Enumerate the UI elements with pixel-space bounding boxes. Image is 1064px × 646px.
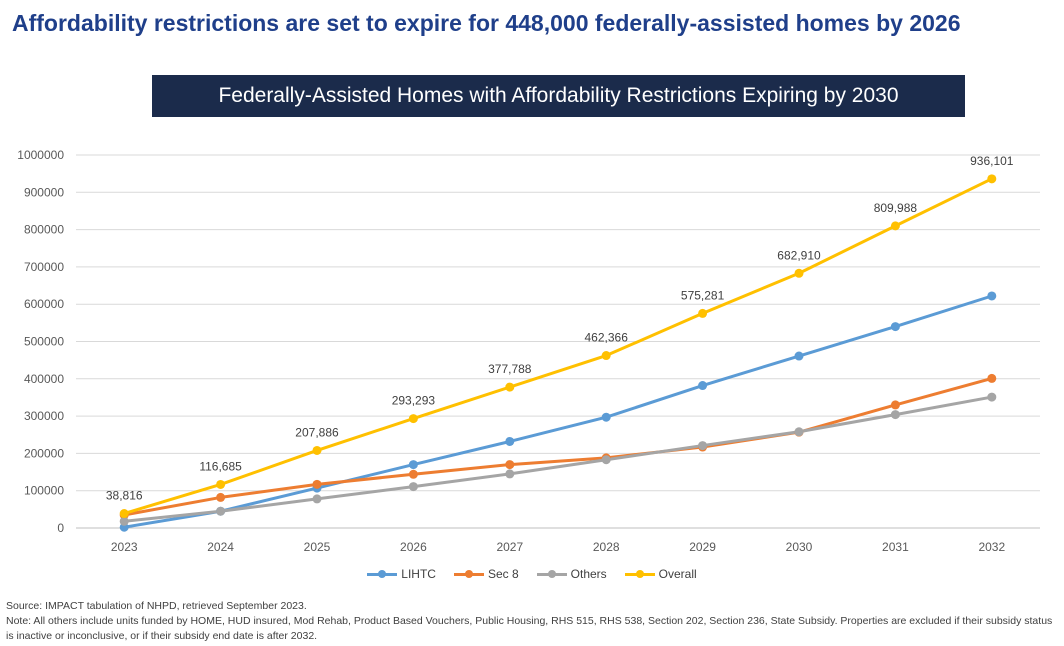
y-tick-label: 800000	[24, 223, 64, 237]
data-label: 377,788	[488, 362, 532, 376]
chart-title: Federally-Assisted Homes with Affordabil…	[218, 84, 899, 107]
legend-swatch	[453, 568, 484, 580]
x-tick-label: 2030	[786, 540, 813, 554]
legend-item: Others	[536, 567, 607, 581]
legend-label: Sec 8	[487, 567, 519, 581]
data-label: 575,281	[681, 288, 725, 302]
data-point-others	[119, 516, 129, 526]
data-point-overall	[987, 174, 997, 184]
data-point-sec-8	[890, 400, 900, 410]
x-tick-label: 2027	[496, 540, 523, 554]
data-point-overall	[408, 414, 418, 424]
x-tick-label: 2031	[882, 540, 909, 554]
data-point-others	[216, 506, 226, 516]
x-tick-label: 2025	[304, 540, 331, 554]
data-point-sec-8	[216, 492, 226, 502]
data-label: 293,293	[392, 394, 436, 408]
data-point-overall	[119, 509, 129, 519]
data-point-others	[794, 427, 804, 437]
data-point-others	[601, 455, 611, 465]
x-tick-label: 2024	[207, 540, 234, 554]
legend-item: Overall	[624, 567, 697, 581]
legend-swatch-dot	[378, 570, 387, 578]
legend-label: LIHTC	[401, 567, 436, 581]
line-chart: 0 100000 200000 300000 400000 500000 600000 700…	[17, 148, 1040, 554]
method-note: Note: All others include units funded by…	[6, 615, 1053, 642]
legend-swatch-dot	[464, 570, 473, 578]
data-point-sec-8	[408, 469, 418, 479]
y-tick-label: 1000000	[17, 148, 64, 162]
series-line-sec-8	[122, 376, 994, 517]
y-tick-label: 700000	[24, 260, 64, 274]
data-point-lihtc	[794, 351, 804, 361]
data-label: 682,910	[777, 248, 821, 262]
y-tick-label: 100000	[24, 484, 64, 498]
data-point-overall	[890, 221, 900, 231]
data-label: 116,685	[199, 459, 242, 473]
data-label: 207,886	[295, 425, 339, 439]
y-tick-label: 400000	[24, 372, 64, 386]
data-point-others	[987, 392, 997, 402]
data-point-lihtc	[505, 436, 515, 446]
x-tick-label: 2032	[978, 540, 1005, 554]
data-point-others	[312, 494, 322, 504]
series-line-lihtc	[122, 294, 994, 529]
data-point-others	[408, 482, 418, 492]
data-point-overall	[216, 479, 226, 489]
data-point-others	[505, 469, 515, 479]
footnotes: Source: IMPACT tabulation of NHPD, retri…	[6, 599, 1056, 644]
legend-swatch-dot	[635, 570, 644, 578]
data-point-lihtc	[987, 291, 997, 301]
legend-swatch	[536, 568, 567, 580]
data-label: 936,101	[970, 154, 1014, 168]
x-tick-label: 2029	[689, 540, 716, 554]
data-point-sec-8	[312, 479, 322, 489]
y-tick-label: 600000	[24, 297, 64, 311]
legend-swatch-dot	[547, 570, 556, 578]
series-line-others	[122, 395, 994, 523]
x-tick-label: 2028	[593, 540, 620, 554]
legend-swatch	[367, 568, 398, 580]
data-point-others	[698, 441, 708, 451]
y-tick-label: 200000	[24, 446, 64, 460]
data-point-lihtc	[698, 381, 708, 391]
legend-swatch	[624, 568, 655, 580]
chart-title-banner: Federally-Assisted Homes with Affordabil…	[152, 75, 965, 117]
data-label: 809,988	[874, 201, 918, 215]
data-point-overall	[698, 308, 708, 318]
data-label: 462,366	[585, 331, 629, 345]
data-point-overall	[312, 445, 322, 455]
data-point-overall	[794, 268, 804, 278]
legend-label: Overall	[658, 567, 697, 581]
y-tick-label: 500000	[24, 335, 64, 349]
data-point-sec-8	[505, 460, 515, 470]
x-tick-label: 2023	[111, 540, 138, 554]
source-note: Source: IMPACT tabulation of NHPD, retri…	[6, 600, 307, 612]
data-point-others	[890, 410, 900, 420]
data-point-lihtc	[890, 322, 900, 332]
legend-item: LIHTC	[367, 567, 436, 581]
y-tick-label: 300000	[24, 409, 64, 423]
data-point-sec-8	[987, 373, 997, 383]
data-point-lihtc	[601, 412, 611, 422]
y-tick-label: 900000	[24, 185, 64, 199]
data-label: 38,816	[106, 489, 143, 503]
data-point-overall	[505, 382, 515, 392]
chart-legend: LIHTC Sec 8 Others Overall	[0, 567, 1064, 581]
y-tick-label: 0	[57, 521, 64, 535]
x-tick-label: 2026	[400, 540, 427, 554]
data-point-overall	[601, 351, 611, 361]
legend-item: Sec 8	[453, 567, 519, 581]
legend-label: Others	[570, 567, 607, 581]
headline: Affordability restrictions are set to ex…	[12, 10, 961, 36]
series-line-overall	[122, 177, 994, 516]
data-point-lihtc	[408, 460, 418, 470]
